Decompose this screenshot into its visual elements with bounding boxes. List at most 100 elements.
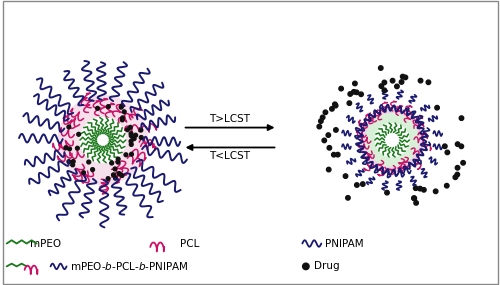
Circle shape [442,144,447,148]
Circle shape [134,133,138,137]
Text: mPEO-$b$-PCL-$b$-PNIPAM: mPEO-$b$-PCL-$b$-PNIPAM [70,260,190,272]
Circle shape [359,92,364,97]
Circle shape [455,172,460,177]
Circle shape [58,95,148,184]
Circle shape [77,133,80,136]
Circle shape [106,177,110,180]
Circle shape [376,124,408,156]
Circle shape [96,106,100,110]
Circle shape [132,137,136,141]
Circle shape [126,128,130,132]
Circle shape [352,89,356,94]
Circle shape [378,66,383,70]
Circle shape [120,174,124,177]
Circle shape [385,190,390,195]
Circle shape [403,75,407,80]
Circle shape [360,182,365,186]
Circle shape [67,125,71,129]
Circle shape [140,136,143,139]
Circle shape [366,114,418,166]
Circle shape [418,78,423,83]
Circle shape [418,186,422,191]
Circle shape [80,118,126,162]
Circle shape [382,88,386,93]
Circle shape [131,137,135,140]
Circle shape [76,146,80,150]
Circle shape [317,124,322,129]
Circle shape [119,105,123,109]
Circle shape [339,86,344,91]
Circle shape [318,119,323,123]
Circle shape [80,118,126,162]
Circle shape [414,201,418,205]
Circle shape [344,174,348,178]
Circle shape [347,101,352,105]
Circle shape [453,175,458,180]
Circle shape [434,189,438,194]
Circle shape [360,108,424,172]
Circle shape [130,134,133,138]
Circle shape [332,102,337,107]
Circle shape [400,74,405,79]
Circle shape [461,160,466,165]
Circle shape [302,263,309,270]
Circle shape [414,186,418,190]
Circle shape [346,196,350,200]
Circle shape [348,92,352,96]
Circle shape [334,128,338,132]
Text: PCL: PCL [180,239,200,249]
Circle shape [459,116,464,120]
Text: T<LCST: T<LCST [210,151,250,161]
Circle shape [354,90,359,95]
Circle shape [445,150,450,155]
Circle shape [422,188,426,192]
Circle shape [326,133,330,137]
Circle shape [128,125,132,129]
Circle shape [120,116,124,120]
Circle shape [116,160,120,164]
Circle shape [129,132,133,136]
Circle shape [394,84,399,89]
Circle shape [120,118,124,122]
Circle shape [130,142,133,146]
Circle shape [323,110,328,115]
Circle shape [130,152,134,156]
Circle shape [379,84,384,88]
Circle shape [400,80,404,84]
Circle shape [106,105,110,109]
Circle shape [122,110,126,114]
Circle shape [72,160,75,163]
Circle shape [68,147,71,151]
Circle shape [382,80,386,85]
Circle shape [120,104,124,108]
Circle shape [444,184,449,188]
Circle shape [412,196,416,201]
Circle shape [412,196,416,200]
Text: PNIPAM: PNIPAM [325,239,364,249]
Circle shape [112,173,116,177]
Circle shape [459,144,464,148]
Text: mPEO: mPEO [30,239,60,249]
Circle shape [354,183,359,187]
Circle shape [332,152,336,157]
Circle shape [352,81,357,86]
Circle shape [129,139,133,143]
Circle shape [64,146,68,150]
Circle shape [90,168,94,172]
Text: T>LCST: T>LCST [210,114,250,124]
Circle shape [124,153,128,157]
Circle shape [426,80,430,85]
Circle shape [116,157,120,161]
Circle shape [376,124,408,156]
Circle shape [435,105,440,110]
Circle shape [139,128,142,132]
Circle shape [326,167,331,172]
Circle shape [330,107,334,111]
Circle shape [113,167,117,171]
Circle shape [117,172,121,175]
Circle shape [334,103,338,108]
Circle shape [456,166,460,170]
Circle shape [82,171,86,175]
Circle shape [322,138,326,143]
Circle shape [376,124,408,156]
